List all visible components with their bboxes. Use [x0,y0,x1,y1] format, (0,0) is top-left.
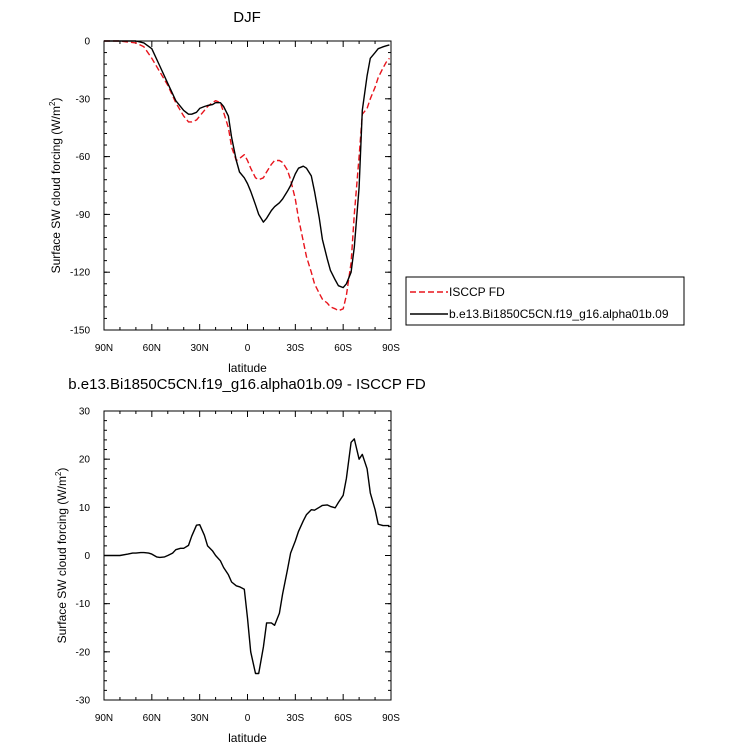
y-tick-label: -120 [70,268,90,279]
series-line-0 [104,438,390,675]
y-tick-label: -30 [76,696,91,707]
plot-frame [103,40,392,331]
legend-box [405,276,685,326]
x-tick-label: 90N [95,713,113,724]
y-tick-label: 0 [84,37,90,48]
x-tick-label: 0 [245,713,251,724]
x-axis-label: latitude [228,361,267,375]
y-axis-label: Surface SW cloud forcing (W/m2) [48,98,63,274]
legend-label-1: b.e13.Bi1850C5CN.f19_g16.alpha01b.09 [449,307,669,321]
x-tick-label: 30N [190,343,208,354]
x-tick-label: 60N [143,343,161,354]
series-line-0 [104,40,390,312]
y-tick-label: -90 [76,210,91,221]
y-axis-label: Surface SW cloud forcing (W/m2) [54,468,69,644]
x-tick-label: 90S [382,343,400,354]
x-tick-label: 60S [334,343,352,354]
y-tick-label: -60 [76,152,91,163]
y-tick-label: 30 [79,407,91,418]
plot-title: DJF [233,9,261,26]
x-tick-label: 90S [382,713,400,724]
legend: ISCCP FD b.e13.Bi1850C5CN.f19_g16.alpha01… [405,276,685,326]
plot-title: b.e13.Bi1850C5CN.f19_g16.alpha01b.09 - I… [68,376,426,393]
y-tick-label: 20 [79,455,91,466]
y-tick-label: -150 [70,326,90,337]
x-axis-label: latitude [228,731,267,745]
x-tick-label: 60N [143,713,161,724]
y-tick-label: -20 [76,647,91,658]
x-tick-label: 30S [286,713,304,724]
y-tick-label: 0 [84,551,90,562]
series-line-1 [104,40,390,289]
bottom-plot-difference: 90N 60N 30N 0 30S 60S 90S 30 20 10 0 -10 -20 -30 b.e13… [54,376,426,745]
y-tick-label: -30 [76,94,91,105]
x-tick-label: 90N [95,343,113,354]
x-tick-label: 30S [286,343,304,354]
x-tick-label: 30N [190,713,208,724]
plot-frame [103,410,392,701]
y-tick-label: -10 [76,599,91,610]
x-tick-label: 0 [245,343,251,354]
x-tick-label: 60S [334,713,352,724]
legend-label-0: ISCCP FD [449,285,505,299]
y-tick-label: 10 [79,503,91,514]
top-plot-djf: 90N 60N 30N 0 30S 60S 90S 0 -30 -60 -90 -120 -150 DJF… [48,9,685,375]
